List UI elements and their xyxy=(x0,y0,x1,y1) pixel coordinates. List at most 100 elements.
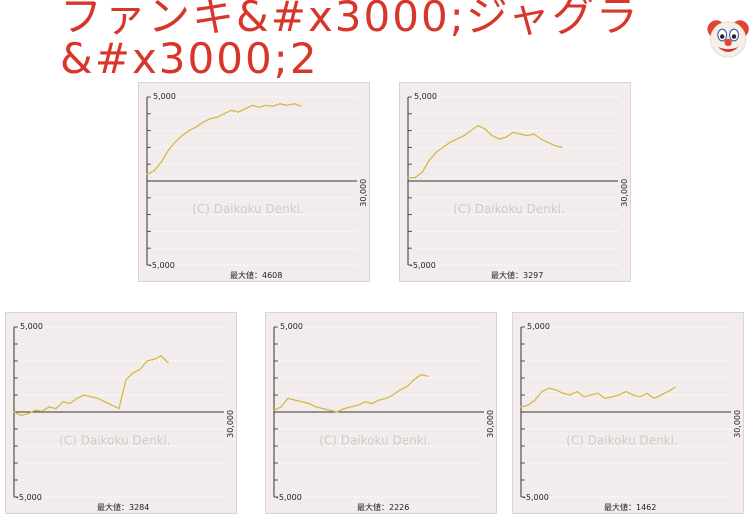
data-point xyxy=(34,409,36,411)
data-point xyxy=(308,402,310,405)
x-end-tick-label: 30,000 xyxy=(359,179,368,207)
clown-face-icon xyxy=(707,20,749,58)
y-max-tick-label: 5,000 xyxy=(20,322,43,331)
chart-panel: (C) Daikoku Denki. 5,000 -5,000 30,000 最大値：2… xyxy=(265,312,497,514)
data-point xyxy=(153,170,155,172)
data-point xyxy=(188,130,190,132)
data-point xyxy=(195,126,197,128)
data-point xyxy=(216,116,218,118)
data-point xyxy=(167,150,169,152)
line-chart: (C) Daikoku Denki. 5,000 -5,000 30,000 最大値：3… xyxy=(407,92,629,280)
watermark: (C) Daikoku Denki. xyxy=(319,433,431,447)
data-point xyxy=(392,394,394,396)
data-point xyxy=(526,135,528,137)
data-point xyxy=(280,406,282,408)
data-point xyxy=(541,391,543,393)
max-value-label: 最大値：2226 xyxy=(357,502,409,512)
data-point xyxy=(569,394,571,396)
max-value-label: 最大値：3297 xyxy=(491,270,543,280)
data-point xyxy=(548,387,550,389)
data-point xyxy=(132,372,134,374)
data-point xyxy=(174,141,176,143)
data-point xyxy=(273,409,275,411)
data-point xyxy=(491,135,493,137)
watermark: (C) Daikoku Denki. xyxy=(192,202,304,216)
data-point xyxy=(167,362,169,364)
line-chart: (C) Daikoku Denki. 5,000 -5,000 30,000 最大値：1… xyxy=(520,322,742,512)
x-end-tick-label: 30,000 xyxy=(486,410,495,438)
data-point xyxy=(660,394,662,396)
title-text: ファンキ&#x3000;ジャグラ&#x3000;2 xyxy=(60,0,640,83)
data-point xyxy=(223,113,225,115)
data-point xyxy=(427,375,429,377)
data-point xyxy=(230,109,232,112)
data-point xyxy=(435,151,437,154)
data-point xyxy=(20,414,22,416)
y-max-tick-label: 5,000 xyxy=(153,92,176,101)
data-point xyxy=(407,177,409,179)
data-point xyxy=(104,401,106,403)
max-value-label: 最大値：1462 xyxy=(604,502,656,512)
line-chart: (C) Daikoku Denki. 5,000 -5,000 30,000 最大値：3… xyxy=(13,322,235,512)
data-point xyxy=(562,392,564,394)
data-point xyxy=(153,358,155,360)
data-point xyxy=(456,138,458,140)
data-point xyxy=(604,397,606,399)
chart-panel: (C) Daikoku Denki. 5,000 -5,000 30,000 最大値：3… xyxy=(5,312,237,514)
data-point xyxy=(477,124,479,127)
watermark: (C) Daikoku Denki. xyxy=(59,433,171,447)
data-point xyxy=(125,379,127,381)
page-title: ファンキ&#x3000;ジャグラ&#x3000;2 xyxy=(60,0,750,80)
data-point xyxy=(202,121,204,123)
data-point xyxy=(414,177,416,179)
data-point xyxy=(139,368,141,371)
data-point xyxy=(301,401,303,403)
data-point xyxy=(470,130,472,132)
data-point xyxy=(76,397,78,399)
data-point xyxy=(540,138,542,140)
x-end-tick-label: 30,000 xyxy=(226,410,235,438)
data-point xyxy=(498,138,500,140)
y-min-tick-label: -5,000 xyxy=(410,261,436,270)
data-point xyxy=(413,379,415,381)
data-point xyxy=(533,133,535,135)
data-point xyxy=(519,133,521,135)
max-value-label: 最大値：4608 xyxy=(230,270,282,280)
data-point xyxy=(83,394,85,396)
data-point xyxy=(350,406,352,408)
data-point xyxy=(55,408,57,410)
data-point xyxy=(90,396,92,398)
data-point xyxy=(293,103,295,105)
series-line xyxy=(408,124,563,179)
line-chart: (C) Daikoku Denki. 5,000 -5,000 30,000 最大値：4… xyxy=(146,92,368,280)
data-point xyxy=(315,406,317,408)
data-point xyxy=(265,104,267,106)
data-point xyxy=(111,404,113,406)
data-point xyxy=(442,146,444,148)
data-point xyxy=(399,389,401,391)
data-point xyxy=(385,397,387,399)
data-point xyxy=(555,389,557,391)
data-point xyxy=(272,105,274,107)
data-point xyxy=(97,397,99,399)
data-point xyxy=(378,399,380,401)
data-point xyxy=(428,160,430,162)
data-point xyxy=(534,399,536,401)
data-point xyxy=(364,401,366,403)
data-point xyxy=(554,145,556,147)
line-chart: (C) Daikoku Denki. 5,000 -5,000 30,000 最大値：2… xyxy=(273,322,495,512)
chart-panel: (C) Daikoku Denki. 5,000 -5,000 30,000 最大値：1… xyxy=(512,312,744,514)
data-point xyxy=(300,105,302,107)
data-point xyxy=(611,396,613,398)
data-point xyxy=(597,392,599,394)
data-point xyxy=(527,404,529,406)
data-point xyxy=(118,408,120,410)
y-max-tick-label: 5,000 xyxy=(527,322,550,331)
data-point xyxy=(146,173,148,175)
y-min-tick-label: -5,000 xyxy=(16,493,42,502)
data-point xyxy=(421,172,423,174)
data-point xyxy=(484,128,486,130)
data-point xyxy=(653,397,655,399)
chart-panel: (C) Daikoku Denki. 5,000 -5,000 30,000 最大値：3… xyxy=(399,82,631,282)
data-point xyxy=(146,360,148,362)
